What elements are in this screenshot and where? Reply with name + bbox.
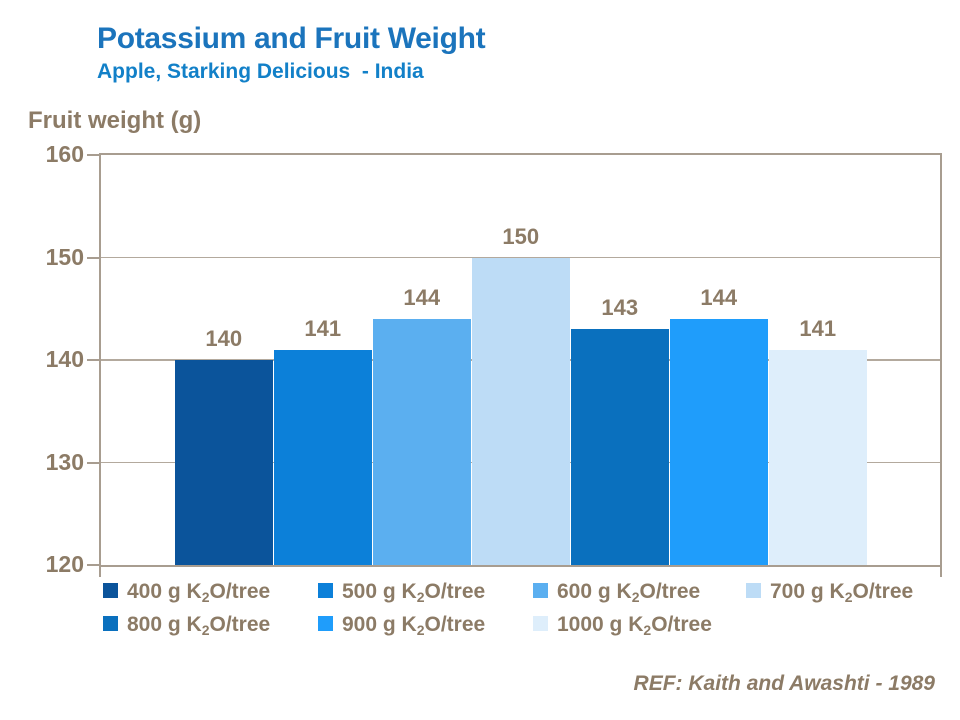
y-tick-mark bbox=[87, 154, 99, 156]
chart-title: Potassium and Fruit Weight bbox=[97, 22, 486, 55]
bar-400 g K₂O/tree bbox=[175, 360, 273, 565]
y-tick-label: 120 bbox=[45, 551, 84, 577]
bar-value-label: 144 bbox=[700, 285, 738, 310]
legend-swatch-icon bbox=[746, 583, 761, 598]
bar-slot: 141 bbox=[274, 155, 373, 565]
legend-label: 800 g K2O/tree bbox=[127, 613, 271, 638]
legend-item: 1000 g K2O/tree bbox=[533, 613, 712, 639]
chart-subtitle: Apple, Starking Delicious - India bbox=[97, 60, 424, 83]
bar-value-label: 141 bbox=[304, 315, 342, 341]
bar-value-label: 150 bbox=[502, 223, 540, 249]
legend-swatch-icon bbox=[103, 616, 118, 631]
bar-800 g K₂O/tree bbox=[571, 329, 669, 565]
bar-value-label: 140 bbox=[205, 326, 243, 351]
y-tick-label: 160 bbox=[45, 141, 84, 167]
bar-700 g K₂O/tree bbox=[472, 257, 570, 565]
bar-slot: 140 bbox=[175, 155, 274, 565]
legend-label: 900 g K2O/tree bbox=[342, 613, 486, 638]
bar-slot: 143 bbox=[571, 155, 670, 565]
legend-item: 500 g K2O/tree bbox=[318, 580, 485, 606]
legend-label: 400 g K2O/tree bbox=[127, 580, 271, 605]
legend-swatch-icon bbox=[318, 616, 333, 631]
y-tick-mark bbox=[87, 461, 99, 464]
bar-value-label: 141 bbox=[799, 315, 837, 341]
bar-600 g K₂O/tree bbox=[373, 319, 471, 565]
y-tick-label: 140 bbox=[45, 346, 84, 372]
legend-item: 400 g K2O/tree bbox=[103, 580, 270, 606]
bar-slot: 144 bbox=[670, 155, 769, 565]
y-tick-label: 130 bbox=[45, 448, 84, 475]
bar-slot: 144 bbox=[373, 155, 472, 565]
legend-label: 600 g K2O/tree bbox=[557, 580, 701, 605]
bar-slot: 150 bbox=[472, 155, 571, 565]
legend-item: 700 g K2O/tree bbox=[746, 580, 913, 606]
legend-swatch-icon bbox=[533, 616, 548, 631]
legend-swatch-icon bbox=[103, 583, 118, 598]
bar-value-label: 143 bbox=[601, 295, 639, 321]
legend-label: 700 g K2O/tree bbox=[770, 580, 914, 605]
x-tick-mark bbox=[940, 567, 942, 577]
bar-value-label: 144 bbox=[403, 285, 441, 310]
bar-group: 140 141 144 150 143 144 141 bbox=[175, 155, 868, 565]
legend-item: 800 g K2O/tree bbox=[103, 613, 270, 639]
y-tick-mark bbox=[87, 359, 99, 361]
legend-swatch-icon bbox=[533, 583, 548, 598]
y-tick-mark bbox=[87, 256, 99, 259]
reference-text: REF: Kaith and Awashti - 1989 bbox=[633, 672, 935, 695]
legend-label: 500 g K2O/tree bbox=[342, 580, 486, 605]
bar-slot: 141 bbox=[769, 155, 868, 565]
legend-item: 900 g K2O/tree bbox=[318, 613, 485, 639]
y-axis-label: Fruit weight (g) bbox=[28, 107, 202, 134]
y-tick-mark bbox=[87, 564, 99, 566]
x-tick-mark bbox=[99, 567, 101, 577]
bar-1000 g K₂O/tree bbox=[769, 349, 867, 565]
legend-label: 1000 g K2O/tree bbox=[557, 613, 712, 638]
bar-500 g K₂O/tree bbox=[274, 349, 372, 565]
y-tick-label: 150 bbox=[45, 243, 84, 270]
plot-area: 140 141 144 150 143 144 141 bbox=[99, 153, 942, 567]
legend-item: 600 g K2O/tree bbox=[533, 580, 700, 606]
legend-swatch-icon bbox=[318, 583, 333, 598]
bar-900 g K₂O/tree bbox=[670, 319, 768, 565]
